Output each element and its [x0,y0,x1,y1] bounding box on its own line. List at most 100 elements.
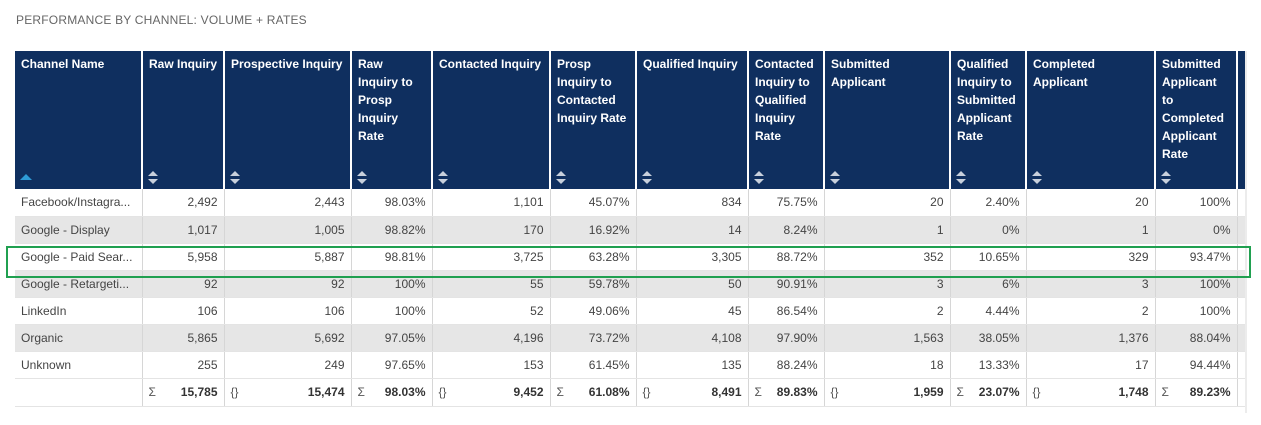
overflow-cell [1237,270,1245,298]
sort-icon[interactable] [754,171,764,185]
column-header-label: Prospective Inquiry [231,57,343,71]
column-header-prosp-to-contacted-rate[interactable]: Prosp Inquiry to Contacted Inquiry Rate [550,51,637,189]
column-header-completed-applicant[interactable]: Completed Applicant [1026,51,1156,189]
channel-name-cell: Google - Paid Sear... [15,243,143,271]
sort-icon[interactable] [1032,171,1042,185]
sort-icon[interactable] [642,171,652,185]
horizontal-scroll-edge[interactable] [1245,51,1247,413]
column-header-contacted-to-qualified-rate[interactable]: Contacted Inquiry to Qualified Inquiry R… [748,51,825,189]
value-cell: 135 [636,351,749,379]
total-cell: {} 1,959 [824,378,951,407]
value-cell: 3 [824,270,951,298]
value-cell: 98.03% [351,189,433,217]
table-row[interactable]: Organic 5,865 5,692 97.05% 4,196 73.72% 4,108 9… [15,324,1245,352]
value-cell: 6% [950,270,1027,298]
value-cell: 100% [1155,270,1238,298]
overflow-cell [1237,351,1245,379]
value-cell: 4.44% [950,297,1027,325]
calculation-icon: {} [438,385,447,399]
value-cell: 50 [636,270,749,298]
column-header-qualified-inquiry[interactable]: Qualified Inquiry [636,51,749,189]
total-cell: Σ 15,785 [142,378,225,407]
sort-icon[interactable] [438,171,448,185]
sort-icon[interactable] [956,171,966,185]
value-cell: 49.06% [550,297,637,325]
value-cell: 18 [824,351,951,379]
header-row: Channel Name Raw Inquiry Prospective Inq… [15,51,1245,189]
channel-table: Channel Name Raw Inquiry Prospective Inq… [15,51,1245,407]
column-header-label: Contacted Inquiry to Qualified Inquiry R… [755,57,814,143]
column-header-overflow [1237,51,1245,189]
total-cell: Σ 89.23% [1155,378,1238,407]
value-cell: 94.44% [1155,351,1238,379]
column-header-raw-inquiry[interactable]: Raw Inquiry [142,51,225,189]
column-header-raw-to-prosp-rate[interactable]: Raw Inquiry to Prosp Inquiry Rate [351,51,433,189]
value-cell: 86.54% [748,297,825,325]
value-cell: 61.45% [550,351,637,379]
value-cell: 20 [824,189,951,217]
value-cell: 55 [432,270,551,298]
column-header-submitted-to-completed-rate[interactable]: Submitted Applicant to Completed Applica… [1155,51,1238,189]
overflow-cell [1237,378,1245,407]
calculation-icon: {} [230,385,239,399]
column-header-label: Qualified Inquiry to Submitted Applicant… [957,57,1016,143]
column-header-prospective-inquiry[interactable]: Prospective Inquiry [224,51,352,189]
value-cell: 59.78% [550,270,637,298]
value-cell: 63.28% [550,243,637,271]
value-cell: 16.92% [550,216,637,244]
value-cell: 73.72% [550,324,637,352]
sort-icon[interactable] [230,171,240,185]
sum-icon: Σ [754,385,762,399]
value-cell: 100% [351,270,433,298]
table-row[interactable]: Google - Paid Sear... 5,958 5,887 98.81% 3,7… [15,243,1245,271]
overflow-cell [1237,324,1245,352]
total-cell: {} 8,491 [636,378,749,407]
value-cell: 2.40% [950,189,1027,217]
total-value: 23.07% [978,385,1020,399]
column-header-qualified-to-submitted-rate[interactable]: Qualified Inquiry to Submitted Applicant… [950,51,1027,189]
total-cell: Σ 23.07% [950,378,1027,407]
table-row[interactable]: LinkedIn 106 106 100% 52 49.06% 45 86.54% 2 4.44%… [15,297,1245,325]
table-row[interactable]: Facebook/Instagra... 2,492 2,443 98.03% 1,10… [15,189,1245,217]
total-value: 61.08% [588,385,630,399]
overflow-cell [1237,297,1245,325]
value-cell: 352 [824,243,951,271]
total-value: 98.03% [384,385,426,399]
value-cell: 17 [1026,351,1156,379]
report-title: PERFORMANCE BY CHANNEL: VOLUME + RATES [16,13,307,27]
value-cell: 88.04% [1155,324,1238,352]
sort-icon[interactable] [148,171,158,185]
column-header-channel-name[interactable]: Channel Name [15,51,143,189]
channel-name-cell: LinkedIn [15,297,143,325]
value-cell: 1,005 [224,216,352,244]
table-row[interactable]: Google - Retargeti... 92 92 100% 55 59.78% 50 9… [15,270,1245,298]
channel-name-cell: Google - Display [15,216,143,244]
total-cell: Σ 89.83% [748,378,825,407]
sort-icon[interactable] [357,171,367,185]
value-cell: 98.81% [351,243,433,271]
channel-name-cell: Organic [15,324,143,352]
value-cell: 0% [1155,216,1238,244]
value-cell: 97.65% [351,351,433,379]
value-cell: 834 [636,189,749,217]
column-header-contacted-inquiry[interactable]: Contacted Inquiry [432,51,551,189]
overflow-cell [1237,189,1245,217]
value-cell: 100% [1155,297,1238,325]
sort-icon[interactable] [1161,171,1171,185]
column-header-label: Prosp Inquiry to Contacted Inquiry Rate [557,57,627,125]
total-value: 1,959 [913,385,944,399]
table-row[interactable]: Unknown 255 249 97.65% 153 61.45% 135 88.24% 18 1… [15,351,1245,379]
sort-ascending-icon[interactable] [20,171,32,185]
sum-icon: Σ [956,385,964,399]
value-cell: 45 [636,297,749,325]
value-cell: 8.24% [748,216,825,244]
column-header-submitted-applicant[interactable]: Submitted Applicant [824,51,951,189]
sort-icon[interactable] [830,171,840,185]
table-row[interactable]: Google - Display 1,017 1,005 98.82% 170 16.92… [15,216,1245,244]
value-cell: 52 [432,297,551,325]
value-cell: 92 [224,270,352,298]
value-cell: 97.90% [748,324,825,352]
sort-icon[interactable] [556,171,566,185]
column-header-label: Raw Inquiry to Prosp Inquiry Rate [358,57,413,143]
sum-icon: Σ [357,385,365,399]
